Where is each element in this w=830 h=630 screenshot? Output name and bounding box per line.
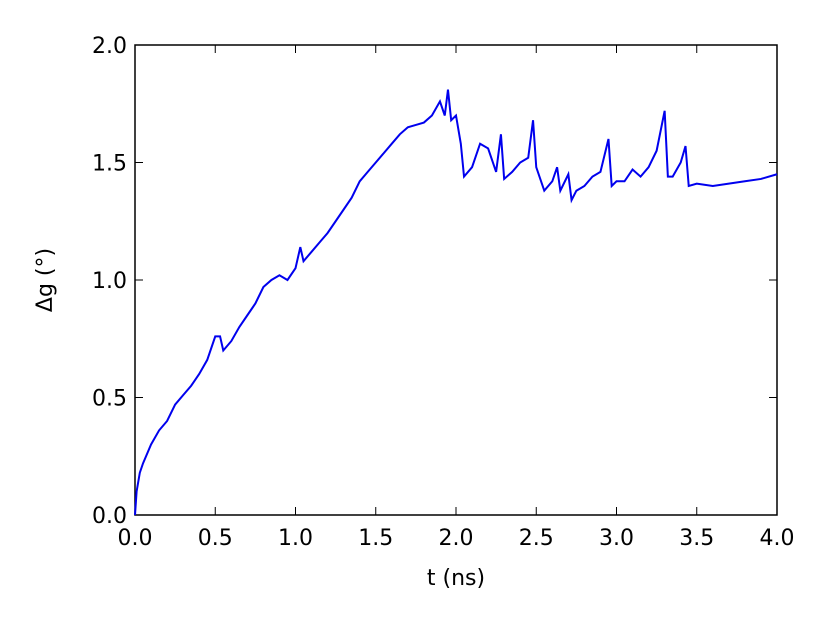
y-tick-label: 1.0: [92, 269, 127, 294]
x-tick-label: 0.0: [118, 526, 153, 551]
data-line: [134, 89, 778, 516]
y-tick-label: 0.5: [92, 387, 127, 412]
x-tick-label: 2.0: [439, 526, 474, 551]
y-axis-label: Δg (°): [33, 248, 58, 312]
y-tick-label: 1.5: [92, 152, 127, 177]
x-tick-label: 0.5: [198, 526, 233, 551]
x-tick-label: 1.0: [278, 526, 313, 551]
y-tick-label: 0.0: [92, 504, 127, 529]
y-tick-label: 2.0: [92, 34, 127, 59]
x-axis-label: t (ns): [427, 566, 485, 591]
x-tick-label: 3.0: [599, 526, 634, 551]
x-tick-label: 4.0: [760, 526, 795, 551]
x-tick-label: 2.5: [519, 526, 554, 551]
x-tick-label: 3.5: [679, 526, 714, 551]
x-tick-label: 1.5: [358, 526, 393, 551]
